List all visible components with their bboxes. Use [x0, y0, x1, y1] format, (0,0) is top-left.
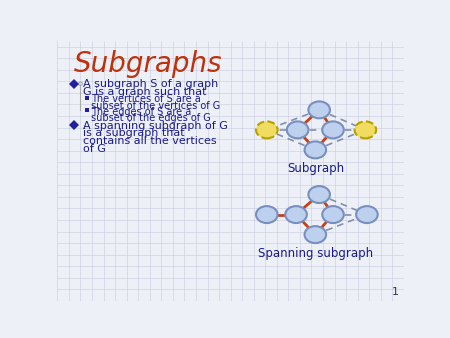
Ellipse shape: [285, 206, 307, 223]
Ellipse shape: [355, 121, 376, 138]
Text: Subgraphs: Subgraphs: [74, 50, 223, 78]
Ellipse shape: [322, 121, 344, 138]
Text: G is a graph such that: G is a graph such that: [83, 87, 206, 97]
Ellipse shape: [308, 186, 330, 203]
Text: Spanning subgraph: Spanning subgraph: [258, 247, 373, 260]
Ellipse shape: [322, 206, 344, 223]
Text: A subgraph S of a graph: A subgraph S of a graph: [83, 79, 218, 89]
Text: subset of the vertices of G: subset of the vertices of G: [91, 101, 220, 111]
Ellipse shape: [308, 101, 330, 118]
Ellipse shape: [256, 206, 278, 223]
Ellipse shape: [356, 206, 378, 223]
Text: A spanning subgraph of G: A spanning subgraph of G: [83, 121, 228, 131]
Ellipse shape: [287, 121, 308, 138]
Text: The edges of S are a: The edges of S are a: [91, 107, 192, 117]
Ellipse shape: [256, 121, 278, 138]
Text: 1: 1: [392, 287, 399, 297]
Text: Subgraph: Subgraph: [287, 162, 344, 175]
Text: of G: of G: [83, 144, 106, 154]
Ellipse shape: [305, 141, 326, 159]
Text: subset of the edges of G: subset of the edges of G: [91, 113, 211, 123]
Text: The vertices of S are a: The vertices of S are a: [91, 94, 201, 104]
Ellipse shape: [305, 226, 326, 243]
Text: is a subgraph that: is a subgraph that: [83, 128, 184, 138]
Text: contains all the vertices: contains all the vertices: [83, 136, 216, 146]
